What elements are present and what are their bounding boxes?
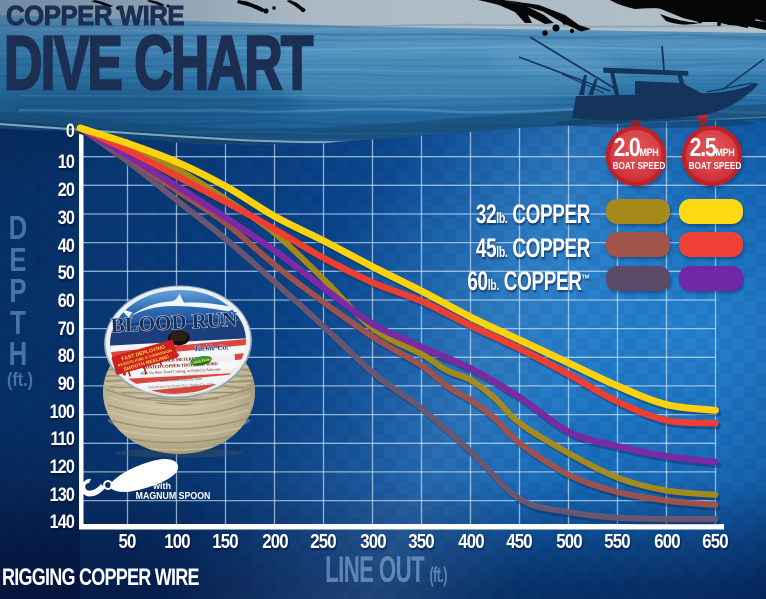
svg-text:www.bloodruntackle.com: www.bloodruntackle.com	[160, 377, 202, 383]
svg-text:Tackle Co.: Tackle Co.	[194, 342, 229, 353]
svg-text:Catch Fever: Catch Fever	[191, 357, 213, 365]
svg-text:COATED COPPER TROLLING WIRE: COATED COPPER TROLLING WIRE	[142, 361, 218, 370]
svg-text:+45LB METERED: +45LB METERED	[162, 356, 198, 363]
svg-text:MAGNUM SPOON: MAGNUM SPOON	[136, 489, 211, 501]
svg-text:High Vis Blue Toned Coating, a: High Vis Blue Toned Coating, as Fished i…	[140, 367, 221, 376]
svg-text:with: with	[152, 481, 171, 491]
svg-text:Distributed by Blood Run Tackl: Distributed by Blood Run Tackle Co. USA	[148, 382, 215, 389]
